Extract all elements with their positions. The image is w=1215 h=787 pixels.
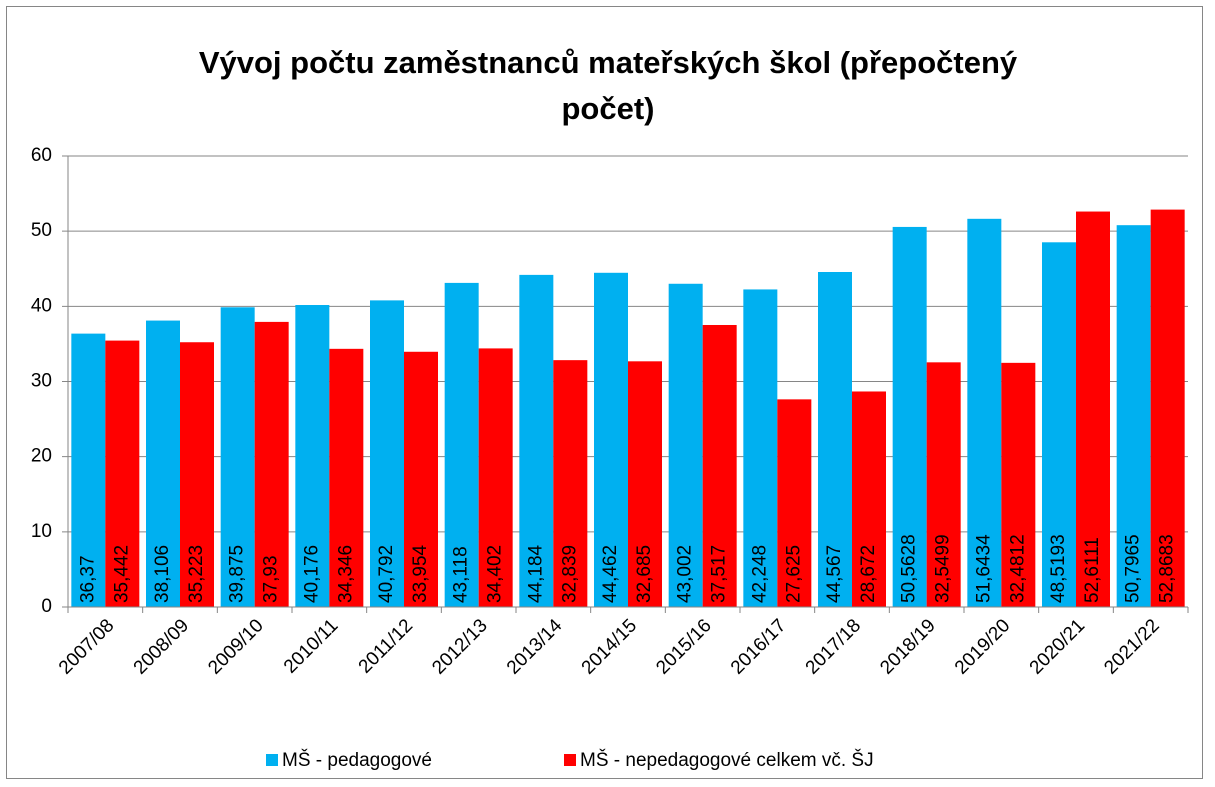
value-label: 37,93 — [261, 555, 282, 603]
value-label: 40,792 — [376, 545, 397, 603]
chart-title: Vývoj počtu zaměstnanců mateřských škol … — [198, 45, 1018, 126]
bar — [180, 342, 214, 607]
x-tick-label: 2009/10 — [204, 615, 267, 678]
bar — [1001, 362, 1036, 607]
value-label: 38,106 — [152, 545, 173, 603]
bar — [892, 226, 927, 607]
value-label: 34,346 — [335, 545, 356, 603]
value-label: 50,7965 — [1123, 534, 1144, 603]
bar — [1116, 225, 1151, 608]
y-tick-label: 40 — [31, 295, 52, 316]
value-label: 33,954 — [410, 544, 431, 603]
value-label: 32,685 — [634, 545, 655, 603]
x-tick-label: 2014/15 — [578, 615, 641, 678]
x-tick-label: 2013/14 — [503, 615, 567, 679]
chart-border — [6, 6, 1203, 779]
bar — [71, 333, 106, 607]
bar — [220, 307, 255, 607]
bar — [1076, 211, 1110, 607]
value-label: 48,5193 — [1048, 534, 1069, 603]
bar — [295, 305, 330, 607]
bar — [105, 340, 140, 607]
y-tick-label: 20 — [31, 446, 52, 467]
value-label: 44,567 — [824, 545, 845, 603]
value-label: 27,625 — [783, 545, 804, 603]
x-tick-label: 2021/22 — [1100, 615, 1163, 678]
value-label: 43,002 — [675, 545, 696, 603]
bar — [628, 361, 662, 607]
bar — [370, 300, 404, 607]
value-label: 37,517 — [709, 545, 730, 603]
value-label: 35,223 — [186, 545, 207, 603]
bar — [967, 218, 1002, 607]
x-tick-label: 2010/11 — [280, 615, 342, 677]
bar — [702, 324, 737, 607]
value-label: 28,672 — [858, 545, 879, 603]
x-tick-label: 2015/16 — [652, 615, 715, 678]
bar — [818, 272, 852, 607]
value-label: 44,462 — [600, 545, 621, 603]
bar — [478, 348, 513, 607]
legend-label: MŠ - nepedagogové celkem vč. ŠJ — [580, 749, 874, 771]
value-label: 35,442 — [111, 545, 132, 603]
y-tick-label: 10 — [31, 521, 52, 542]
x-tick-label: 2016/17 — [727, 615, 790, 678]
bar — [743, 289, 778, 607]
value-label: 32,5499 — [933, 534, 954, 603]
value-label: 52,6111 — [1082, 537, 1103, 603]
legend-label: MŠ - pedagogové — [282, 749, 432, 771]
x-tick-label: 2017/18 — [802, 615, 865, 678]
value-label: 51,6434 — [973, 534, 994, 603]
x-tick-label: 2011/12 — [355, 615, 417, 677]
y-tick-label: 0 — [41, 596, 52, 617]
value-label: 44,184 — [525, 544, 546, 603]
bar — [553, 360, 588, 607]
bar — [329, 348, 364, 607]
value-label: 50,5628 — [899, 534, 920, 603]
bar — [444, 282, 479, 607]
value-label: 52,8683 — [1157, 534, 1178, 603]
y-tick-label: 50 — [31, 220, 52, 241]
legend-swatch — [564, 754, 576, 766]
x-tick-label: 2020/21 — [1026, 615, 1089, 678]
legend-swatch — [266, 754, 278, 766]
value-label: 34,402 — [485, 545, 506, 603]
x-tick-label: 2012/13 — [428, 615, 491, 678]
x-tick-label: 2018/19 — [876, 615, 939, 678]
value-label: 39,875 — [227, 545, 248, 603]
bar — [852, 391, 886, 607]
bar — [926, 362, 961, 607]
value-label: 43,118 — [451, 546, 472, 603]
bar — [254, 321, 289, 607]
x-tick-label: 2007/08 — [55, 615, 118, 678]
x-tick-label: 2019/20 — [951, 615, 1014, 678]
x-tick-label: 2008/09 — [130, 615, 193, 678]
bar — [777, 399, 812, 607]
bar — [1042, 242, 1076, 607]
y-tick-label: 60 — [31, 145, 52, 166]
value-label: 36,37 — [77, 555, 98, 603]
value-label: 32,839 — [559, 545, 580, 603]
value-label: 32,4812 — [1007, 534, 1028, 603]
bar — [594, 272, 628, 607]
y-tick-label: 30 — [31, 371, 52, 392]
bar — [668, 283, 703, 607]
bar — [404, 351, 438, 607]
value-label: 42,248 — [749, 545, 770, 603]
bar — [146, 320, 180, 607]
bar — [519, 274, 554, 607]
bar — [1150, 209, 1185, 607]
value-label: 40,176 — [301, 545, 322, 603]
